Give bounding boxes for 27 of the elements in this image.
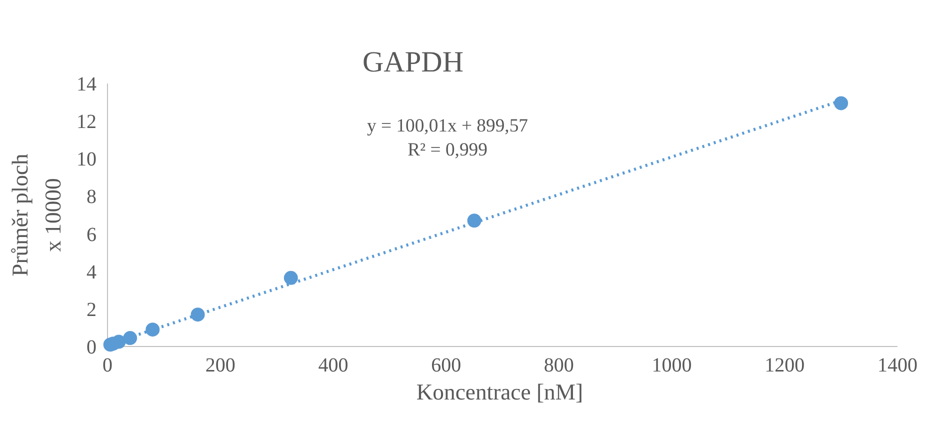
y-tick-label: 10: [76, 148, 96, 171]
text: x 10000: [40, 178, 66, 252]
point: [190, 308, 205, 322]
x-tick-label: 800: [544, 354, 574, 376]
y-tick-label: 14: [76, 74, 96, 96]
y-tick-label: 12: [76, 111, 96, 134]
y-tick-label: 4: [86, 261, 96, 284]
point: [123, 331, 138, 346]
x-tick-label: 0: [102, 354, 112, 376]
chart-title: GAPDH: [362, 46, 464, 78]
x-tick-label: 600: [431, 354, 462, 376]
y-axis-title: Průměr ploch: [8, 152, 32, 276]
point: [467, 214, 482, 228]
x-axis-title: Koncentrace [nM]: [416, 380, 584, 404]
y-tick-label: 2: [86, 298, 96, 321]
point: [146, 322, 160, 337]
y-tick-label: 0: [86, 336, 96, 358]
x-tick-label: 200: [205, 354, 236, 376]
x-tick-label: 1400: [878, 354, 918, 376]
annotation: y = 100,01x + 899,57 R² = 0,999: [367, 116, 528, 160]
x-tick-label: 1000: [652, 354, 692, 376]
y-tick-label: 6: [86, 224, 96, 246]
point: [834, 96, 848, 110]
x-tick-label: 1200: [764, 354, 805, 376]
y-tick-label: 8: [86, 186, 96, 208]
x-tick-label: 400: [318, 354, 348, 376]
point: [284, 270, 298, 285]
